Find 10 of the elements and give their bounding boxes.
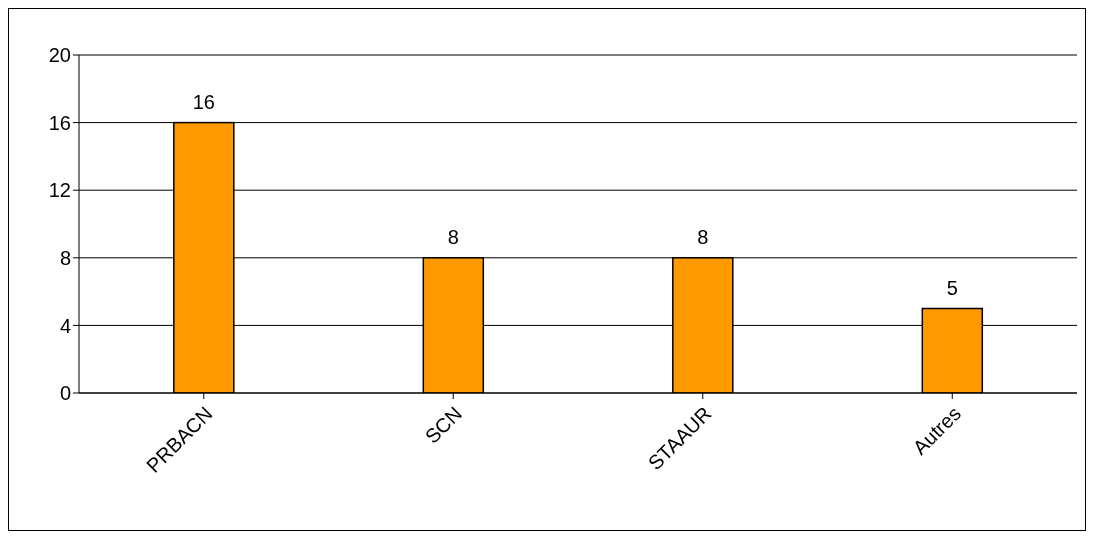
- y-tick-label: 4: [59, 314, 71, 337]
- y-tick-label: 8: [59, 246, 71, 269]
- data-label: 16: [192, 90, 215, 113]
- data-label: 8: [697, 225, 709, 248]
- data-label: 5: [946, 276, 958, 299]
- y-tick-label: 16: [48, 111, 71, 134]
- y-tick-label: 20: [48, 44, 71, 67]
- data-label: 8: [447, 225, 459, 248]
- y-tick-label: 0: [59, 382, 71, 405]
- y-tick-label: 12: [48, 179, 71, 202]
